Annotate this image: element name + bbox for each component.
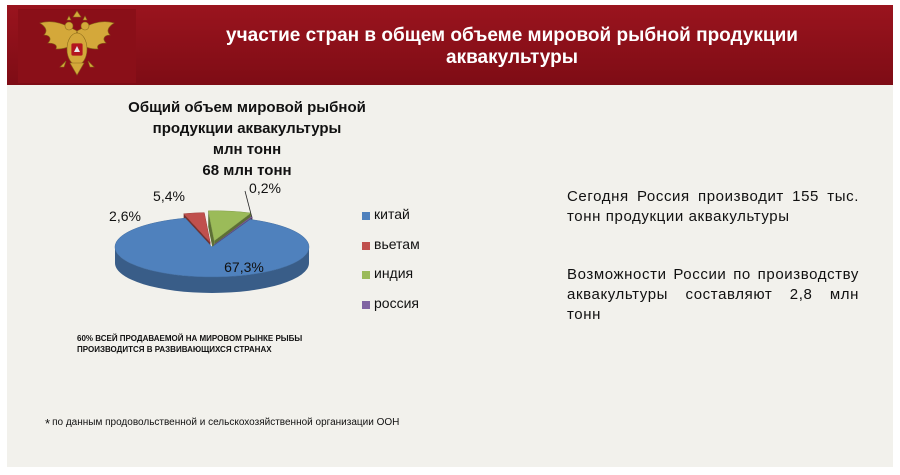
- chart-title-line4: 68 млн тонн: [202, 162, 292, 179]
- legend-swatch-vietnam: [362, 241, 370, 250]
- pie-slice-vietnam: [183, 212, 211, 244]
- developing-countries-note-line2: ПРОИЗВОДИТСЯ В РАЗВИВАЮЩИХСЯ СТРАНАХ: [77, 345, 272, 354]
- chart-title-line1: Общий объем мировой рыбной: [128, 99, 366, 116]
- developing-countries-note: 60% ВСЕЙ ПРОДАВАЕМОЙ НА МИРОВОМ РЫНКЕ РЫ…: [77, 333, 302, 355]
- chart-title: Общий объем мировой рыбной продукции акв…: [97, 97, 397, 181]
- slide-title: участие стран в общем объеме мировой рыб…: [167, 25, 857, 69]
- slide-title-line1: участие стран в общем объеме мировой рыб…: [226, 25, 798, 46]
- legend-swatch-china: [362, 212, 370, 220]
- pie-slice-side-china: [115, 247, 309, 293]
- pie-leader-line-russia: [244, 190, 253, 217]
- legend-swatch-russia: [362, 300, 370, 309]
- info-paragraph-production: Сегодня Россия производит 155 тыс. тонн …: [567, 188, 859, 225]
- pie-label-vietnam: 2,6%: [109, 208, 141, 224]
- legend-label-india: индия: [374, 265, 414, 281]
- russian-coat-of-arms-icon: [18, 9, 136, 83]
- pie-chart: 67,3% 2,6% 5,4% 0,2%: [109, 180, 310, 293]
- pie-label-india: 5,4%: [153, 188, 185, 204]
- legend-label-russia: россия: [374, 294, 419, 311]
- developing-countries-note-line1: 60% ВСЕЙ ПРОДАВАЕМОЙ НА МИРОВОМ РЫНКЕ РЫ…: [77, 334, 303, 343]
- pie-slice-china: [114, 217, 310, 278]
- info-paragraph-capacity: Возможности России по производству аквак…: [567, 266, 859, 323]
- source-note-text: по данным продовольственной и сельскохоз…: [52, 417, 400, 428]
- source-note-asterisk: *: [45, 416, 51, 431]
- pie-label-china: 67,3%: [224, 259, 264, 275]
- chart-title-line3: млн тонн: [212, 141, 282, 158]
- source-note: * по данным продовольственной и сельскохо…: [45, 416, 399, 431]
- legend-label-china: китай: [374, 206, 410, 222]
- pie-slice-russia: [214, 216, 254, 245]
- slide: участие стран в общем объеме мировой рыб…: [7, 5, 893, 467]
- pie-slice-face-india-0: [208, 210, 215, 257]
- header-banner: участие стран в общем объеме мировой рыб…: [7, 5, 893, 85]
- legend-label-vietnam: вьетам: [374, 235, 420, 252]
- pie-label-russia: 0,2%: [249, 180, 281, 196]
- legend-swatch-india: [362, 271, 370, 279]
- slide-title-line2: аквакультуры: [446, 47, 578, 68]
- chart-title-line2: продукции аквакультуры: [152, 120, 342, 137]
